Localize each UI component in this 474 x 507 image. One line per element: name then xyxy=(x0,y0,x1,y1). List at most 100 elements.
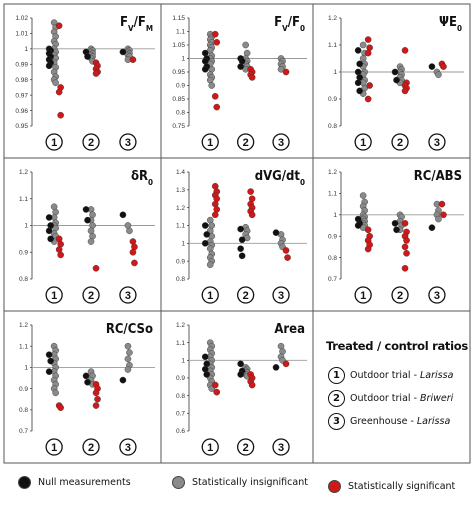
y-tick-label: 0.8 xyxy=(328,255,337,262)
insignificant-point xyxy=(359,41,367,49)
significant-point xyxy=(364,245,372,253)
y-tick-label: 1.01 xyxy=(15,31,28,38)
y-tick-label: 0.8 xyxy=(176,393,185,400)
y-tick-label: 0.98 xyxy=(15,77,28,84)
null-point xyxy=(428,63,436,70)
significant-point xyxy=(440,63,447,70)
group-number-circle xyxy=(119,438,137,456)
y-tick-label: 0.9 xyxy=(328,233,337,240)
panel-title: FV/FM xyxy=(120,15,153,33)
null-point xyxy=(354,222,362,229)
significant-point xyxy=(403,237,410,244)
group-number-label: 3 xyxy=(434,137,440,149)
null-point xyxy=(45,62,53,70)
significant-point xyxy=(57,111,64,119)
panel-title: Area xyxy=(274,322,305,337)
significant-point xyxy=(440,211,447,219)
y-tick-label: 1 xyxy=(181,56,185,63)
null-point xyxy=(84,216,91,224)
y-tick-label: 0.8 xyxy=(19,407,28,414)
panel-title: FV/F0 xyxy=(274,15,305,33)
insignificant-point xyxy=(124,355,132,363)
trial-number: 2 xyxy=(328,390,345,407)
panel-title: δR0 xyxy=(131,169,153,187)
y-tick-label: 0.7 xyxy=(328,276,337,283)
null-point xyxy=(356,60,363,68)
trial-name: Outdoor trial xyxy=(350,370,411,381)
trial-3: 3 Greenhouse - Larissa xyxy=(328,413,450,430)
group-number-circle xyxy=(201,438,219,456)
y-tick-label: 0.8 xyxy=(176,276,185,283)
significant-point xyxy=(401,47,409,54)
y-tick-label: 0.9 xyxy=(19,249,28,256)
significant-point xyxy=(282,247,290,254)
y-tick-label: 1.4 xyxy=(176,169,185,176)
significant-point xyxy=(211,93,219,100)
panel-title: RC/CSo xyxy=(106,322,153,337)
trial-2: 2 Outdoor trial - Briweri xyxy=(328,390,453,407)
insignificant-point xyxy=(208,82,216,89)
panel-7: 0.7 0.8 0.9 1 1.1 1.2 RC/CSo 1 2 3 xyxy=(19,322,155,456)
null-point xyxy=(45,368,53,375)
group-number-label: 2 xyxy=(88,290,94,302)
significant-point xyxy=(401,220,409,227)
group-number-label: 2 xyxy=(397,290,403,302)
insignificant-point xyxy=(242,41,249,49)
null-point xyxy=(237,245,244,252)
y-tick-label: 1 xyxy=(181,241,185,248)
figure-border xyxy=(3,3,471,464)
panel-8: 0.6 0.7 0.8 0.9 1 1.1 1.2 Area 1 2 3 xyxy=(176,322,307,456)
insignificant-point xyxy=(126,227,133,235)
y-tick-label: 0.9 xyxy=(176,258,185,265)
null-point xyxy=(354,79,362,87)
insignificant-dot-icon xyxy=(172,476,185,489)
null-point xyxy=(203,371,211,378)
y-tick-label: 1.2 xyxy=(19,169,28,176)
insignificant-point xyxy=(277,66,285,73)
group-number-label: 3 xyxy=(125,137,131,149)
group-number-circle xyxy=(236,438,255,456)
panel-3: 0.8 0.9 1 1.1 1.2 ΨE0 1 2 3 xyxy=(328,15,464,151)
significant-point xyxy=(364,95,372,103)
group-number-circle xyxy=(391,286,409,304)
y-tick-label: 1 xyxy=(24,46,28,53)
significant-point xyxy=(211,211,219,219)
significant-point xyxy=(213,39,221,46)
y-tick-label: 1.2 xyxy=(328,15,337,22)
null-point xyxy=(201,66,209,73)
panel-4: 0.8 0.9 1 1.1 1.2 δR0 1 2 3 xyxy=(19,169,155,304)
trial-name: Greenhouse xyxy=(350,416,408,427)
insignificant-point xyxy=(52,389,59,397)
legend-label: Null measurements xyxy=(38,477,131,488)
group-number-circle xyxy=(354,133,372,151)
null-point xyxy=(237,371,244,378)
y-tick-label: 0.7 xyxy=(19,428,28,435)
group-number-circle xyxy=(45,438,63,456)
group-number-label: 1 xyxy=(207,137,213,149)
legend-significant: Statistically significant xyxy=(328,480,455,493)
insignificant-point xyxy=(124,366,132,373)
significant-point xyxy=(284,254,291,261)
y-tick-label: 0.95 xyxy=(172,69,185,76)
group-number-label: 3 xyxy=(434,290,440,302)
null-point xyxy=(238,252,246,260)
y-tick-label: 0.97 xyxy=(15,92,28,99)
insignificant-point xyxy=(435,215,442,223)
null-point xyxy=(201,222,209,229)
significant-point xyxy=(366,82,373,89)
significant-point xyxy=(57,404,64,411)
group-number-label: 3 xyxy=(278,290,284,302)
significant-point xyxy=(401,87,409,95)
y-tick-label: 0.8 xyxy=(19,276,28,283)
significant-point xyxy=(92,70,100,77)
group-number-circle xyxy=(45,133,63,151)
y-tick-label: 1 xyxy=(24,223,28,230)
null-point xyxy=(237,360,244,368)
y-tick-label: 1.05 xyxy=(172,42,185,49)
null-point xyxy=(272,229,280,236)
insignificant-point xyxy=(87,238,95,245)
significant-point xyxy=(438,200,446,208)
group-number-circle xyxy=(272,133,290,151)
group-number-circle xyxy=(82,133,100,151)
significant-point xyxy=(364,226,372,234)
